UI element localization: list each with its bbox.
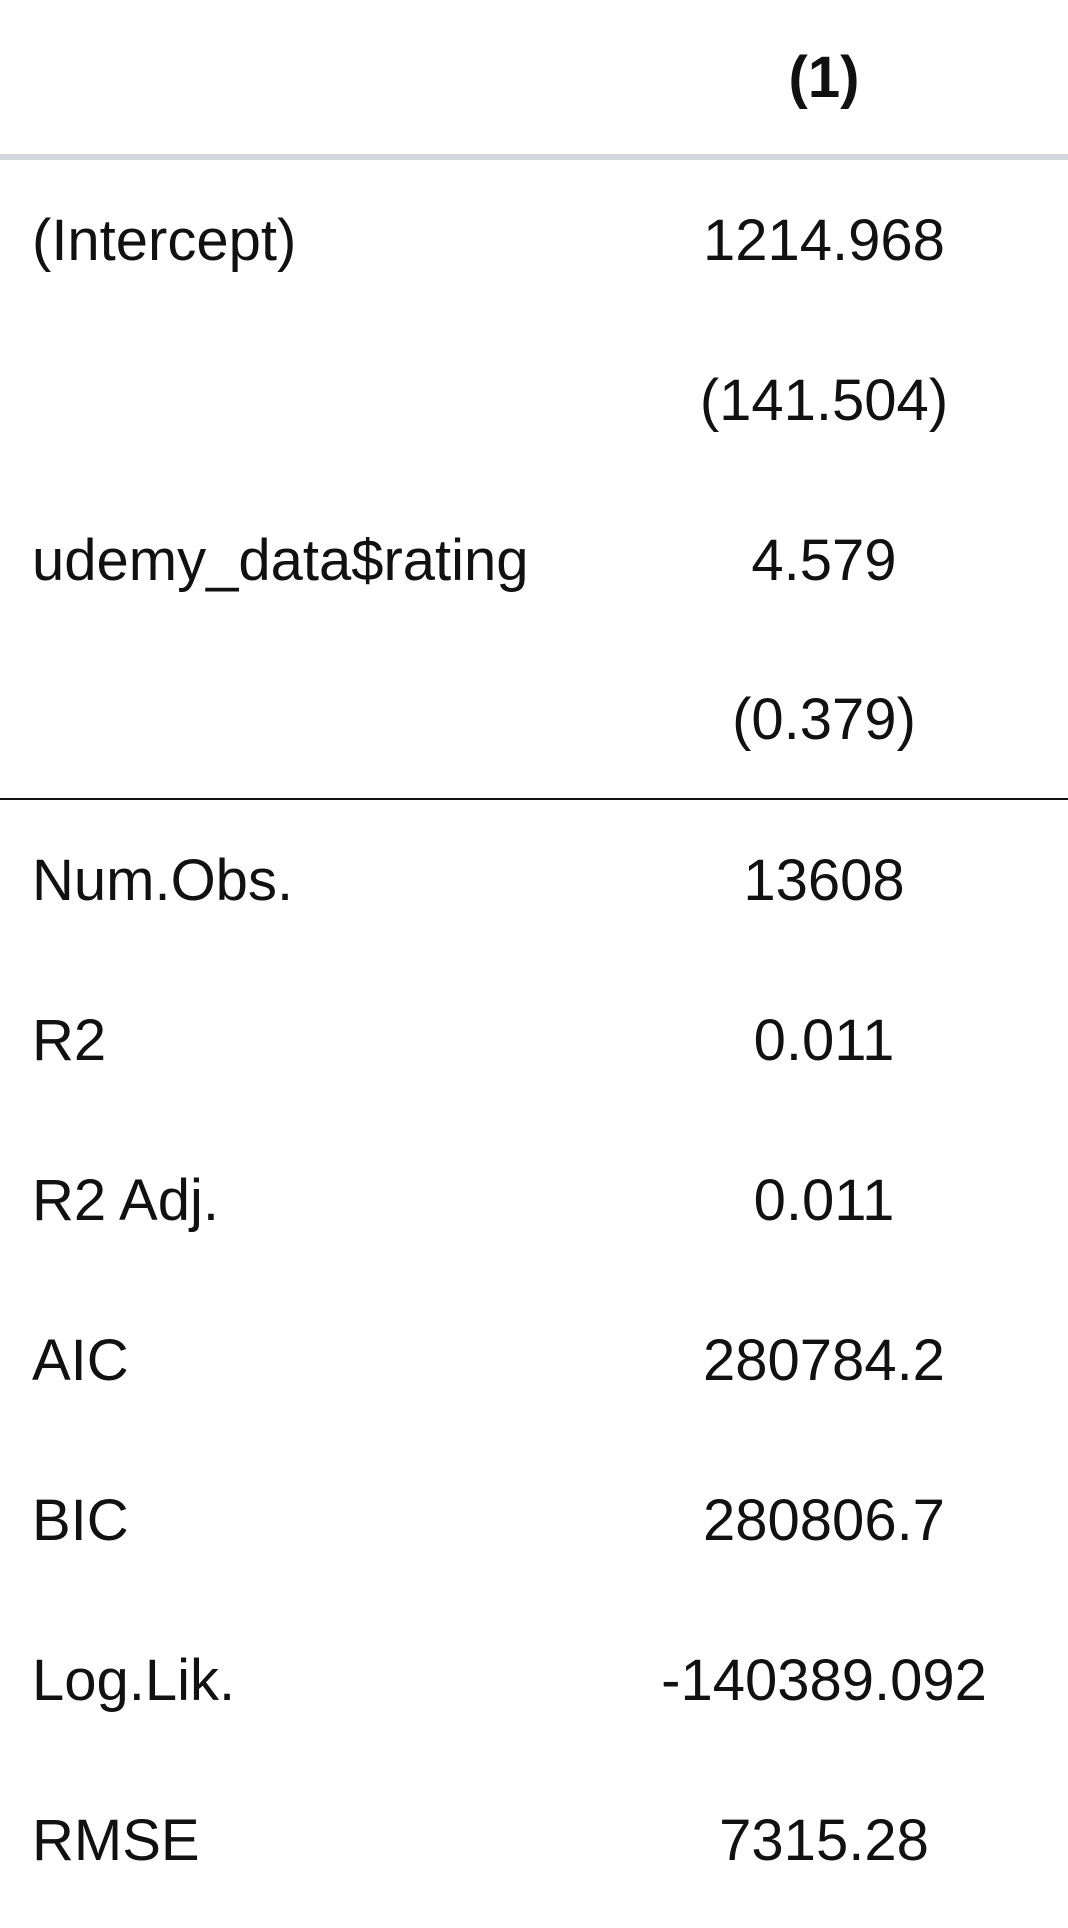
- table-row-rating-se: (0.379): [0, 640, 1068, 800]
- table-row-intercept: (Intercept) 1214.968: [0, 160, 1068, 320]
- table-row-num-obs: Num.Obs. 13608: [0, 800, 1068, 960]
- row-label: udemy_data$rating: [32, 527, 529, 593]
- row-label: Log.Lik.: [32, 1647, 236, 1713]
- table-row-aic: AIC 280784.2: [0, 1280, 1068, 1440]
- row-value: 7315.28: [719, 1807, 929, 1873]
- row-label: BIC: [32, 1487, 129, 1553]
- row-value: 0.011: [753, 1007, 895, 1073]
- row-value: 280806.7: [703, 1487, 945, 1553]
- row-value: 280784.2: [703, 1327, 945, 1393]
- row-value: 0.011: [753, 1167, 895, 1233]
- row-label: R2 Adj.: [32, 1167, 219, 1233]
- row-value: 4.579: [751, 527, 897, 593]
- row-value: (0.379): [732, 686, 916, 752]
- table-row-log-lik: Log.Lik. -140389.092: [0, 1600, 1068, 1760]
- row-label: R2: [32, 1007, 107, 1073]
- model-column-header: (1): [788, 44, 860, 110]
- row-label: AIC: [32, 1327, 129, 1393]
- table-row-bic: BIC 280806.7: [0, 1440, 1068, 1600]
- row-value: -140389.092: [661, 1647, 987, 1713]
- row-label: RMSE: [32, 1807, 200, 1873]
- row-label: (Intercept): [32, 207, 297, 273]
- row-label: Num.Obs.: [32, 847, 294, 913]
- row-value: (141.504): [699, 367, 949, 433]
- table-row-r2-adj: R2 Adj. 0.011: [0, 1120, 1068, 1280]
- table-header-row: (1): [0, 0, 1068, 160]
- table-row-rating: udemy_data$rating 4.579: [0, 480, 1068, 640]
- table-row-rmse: RMSE 7315.28: [0, 1760, 1068, 1920]
- table-row-r2: R2 0.011: [0, 960, 1068, 1120]
- row-value: 13608: [743, 847, 905, 913]
- table-row-intercept-se: (141.504): [0, 320, 1068, 480]
- row-value: 1214.968: [703, 207, 945, 273]
